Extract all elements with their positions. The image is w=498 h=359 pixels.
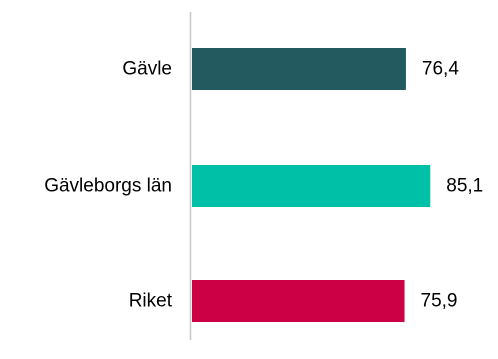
category-label: Riket [129,291,173,312]
value-label: 85,1 [446,176,483,197]
bars-layer [192,48,431,322]
bar [192,165,431,207]
bar [192,48,406,90]
bar [192,280,405,322]
value-label: 75,9 [421,291,458,312]
category-label: Gävleborgs län [44,176,172,197]
category-label: Gävle [122,59,172,80]
labels-layer: Gävle 76,4 Gävleborgs län 85,1 Riket 75,9 [44,59,483,312]
value-label: 76,4 [422,59,459,80]
